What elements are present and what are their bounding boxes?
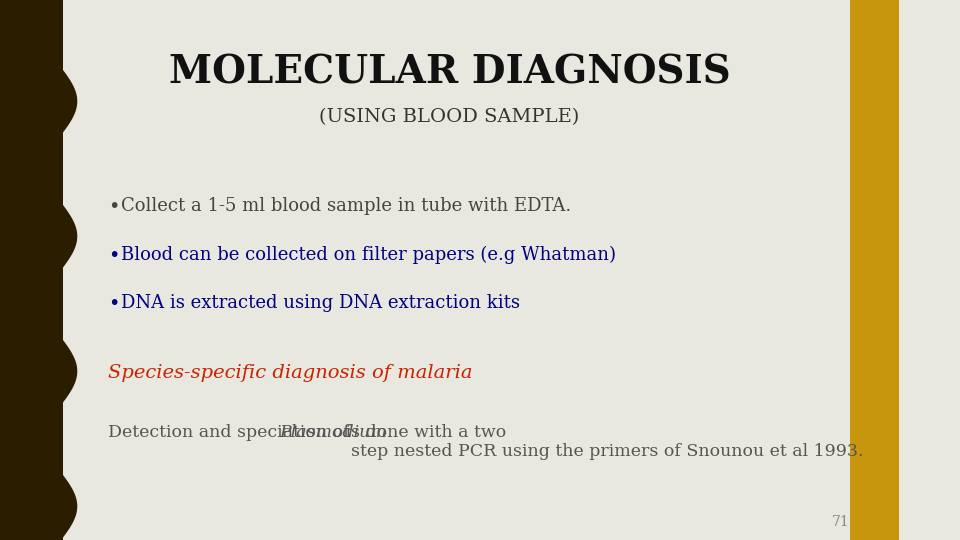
FancyBboxPatch shape — [850, 0, 899, 540]
Text: •: • — [108, 294, 119, 313]
Text: Detection and speciation of: Detection and speciation of — [108, 424, 355, 441]
FancyBboxPatch shape — [0, 0, 63, 540]
Text: Blood can be collected on filter papers (e.g Whatman): Blood can be collected on filter papers … — [121, 246, 616, 264]
PathPatch shape — [0, 0, 77, 540]
Text: Species-specific diagnosis of malaria: Species-specific diagnosis of malaria — [108, 364, 472, 382]
Text: Collect a 1-5 ml blood sample in tube with EDTA.: Collect a 1-5 ml blood sample in tube wi… — [121, 197, 571, 215]
Text: (USING BLOOD SAMPLE): (USING BLOOD SAMPLE) — [320, 108, 580, 126]
Text: •: • — [108, 197, 119, 216]
Text: is done with a two
  step nested PCR using the primers of Snounou et al 1993.: is done with a two step nested PCR using… — [340, 424, 864, 461]
Text: •: • — [108, 246, 119, 265]
Text: 71: 71 — [831, 515, 850, 529]
Text: DNA is extracted using DNA extraction kits: DNA is extracted using DNA extraction ki… — [121, 294, 520, 312]
Text: Plasmodium: Plasmodium — [279, 424, 387, 441]
Text: MOLECULAR DIAGNOSIS: MOLECULAR DIAGNOSIS — [169, 54, 731, 92]
